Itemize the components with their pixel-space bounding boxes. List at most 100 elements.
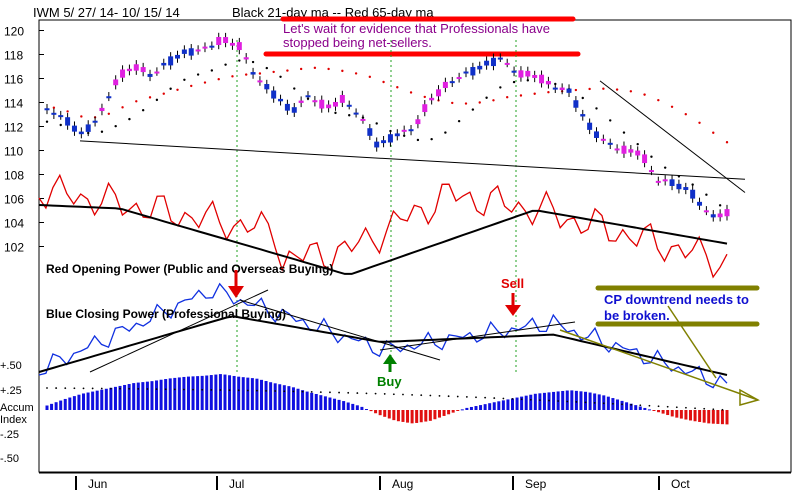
accum-ma-dot — [685, 406, 687, 409]
accum-tick-label: +.25 — [0, 385, 22, 397]
accum-bar — [625, 402, 629, 410]
accum-ma-dot — [64, 387, 67, 390]
price-bar — [120, 69, 126, 78]
accum-ma-dot — [137, 388, 140, 390]
price-bar — [545, 81, 551, 85]
ma65-dot — [327, 67, 330, 71]
cp-downtrend-arrowhead — [739, 388, 760, 406]
accum-bar — [141, 382, 145, 410]
accum-ma-dot — [456, 395, 459, 398]
ma21-dot — [471, 108, 475, 111]
accum-bar — [447, 410, 451, 415]
price-bar — [161, 62, 167, 66]
accum-bar — [301, 390, 305, 410]
ma65-dot — [368, 75, 372, 79]
accum-ma-dot — [201, 388, 204, 391]
ma21-dot — [293, 87, 296, 90]
ma65-dot — [286, 69, 289, 72]
ma21-dot — [100, 130, 104, 133]
accum-bar — [123, 384, 127, 410]
ma65-dot — [629, 90, 633, 93]
accum-bar — [657, 410, 661, 413]
accum-ma-dot — [164, 388, 167, 391]
ma21-dot — [141, 109, 145, 112]
ma65-dot — [615, 88, 619, 91]
y-tick-label: 102 — [4, 241, 24, 255]
buy-label: Buy — [377, 374, 402, 389]
accum-bar — [406, 410, 410, 423]
accum-bar — [460, 409, 464, 411]
accum-bar — [693, 410, 697, 422]
price-bar — [113, 79, 119, 86]
price-bar — [490, 57, 496, 67]
accum-bar — [716, 410, 720, 424]
ma21-dot — [609, 119, 612, 122]
ma65-dot — [135, 100, 138, 103]
x-tick-label: Aug — [392, 477, 413, 491]
ma21-dot — [59, 123, 62, 127]
ma65-dot — [217, 78, 220, 81]
accum-bar — [679, 410, 683, 419]
cp-annot-line-1: CP downtrend needs to — [604, 292, 749, 307]
accum-ma-dot — [319, 391, 322, 393]
price-y-axis: 120 118 116 114 112 110 108 106 104 102 — [4, 25, 44, 255]
price-bar — [319, 99, 325, 109]
ma65-dot — [698, 121, 701, 124]
price-bar — [175, 54, 181, 59]
price-bar — [140, 67, 146, 73]
price-bar — [394, 133, 400, 137]
accum-bar — [113, 386, 117, 410]
ma65-dot — [588, 87, 591, 91]
price-bar — [209, 45, 215, 48]
accum-bar — [310, 392, 314, 410]
price-bar — [662, 179, 668, 182]
ma21-dot — [334, 111, 337, 115]
ma65-dot — [547, 91, 550, 94]
price-bar — [168, 56, 174, 66]
price-bar — [305, 95, 311, 98]
ma65-dot — [602, 87, 605, 90]
accum-bar — [374, 410, 378, 414]
accum-bar — [574, 390, 578, 410]
y-tick-label: 110 — [4, 145, 23, 159]
ma21-dot — [196, 73, 200, 76]
accum-ma-dot — [274, 390, 277, 392]
price-bar — [264, 84, 270, 90]
accum-bar — [355, 405, 359, 410]
accum-bar — [296, 388, 300, 410]
accum-bar — [333, 398, 337, 410]
accum-bar — [606, 396, 610, 410]
y-tick-label: 114 — [4, 97, 23, 111]
ma65-dot — [148, 96, 152, 99]
price-resistance-line — [599, 80, 746, 193]
price-bar — [65, 117, 71, 126]
opening-power-panel — [38, 173, 728, 279]
price-bar — [607, 142, 613, 145]
accum-ma-dot — [538, 399, 541, 402]
price-bar — [133, 64, 139, 71]
ma21-dot — [705, 193, 708, 196]
accum-bar — [246, 377, 250, 410]
accum-tick-label: -.50 — [0, 453, 19, 465]
y-tick-label: 106 — [4, 193, 24, 207]
ma65-dot — [657, 98, 660, 102]
annotation-line-2: stopped being net-sellers. — [283, 35, 432, 50]
ma65-dot — [244, 73, 248, 76]
x-axis-months: Jun Jul Aug Sep Oct — [75, 476, 690, 491]
price-bar — [621, 145, 627, 154]
ma65-dot — [643, 93, 646, 96]
accum-ma-dot — [447, 395, 450, 398]
accum-bar — [396, 410, 400, 422]
ma21-dot — [663, 166, 667, 169]
accum-tick-label: Index — [0, 414, 27, 426]
price-bar — [442, 81, 448, 88]
accum-bar — [323, 396, 327, 410]
accum-ma-dot — [383, 393, 386, 395]
ma65-dot — [121, 106, 124, 109]
accum-bar — [82, 393, 86, 410]
accum-bar — [360, 406, 364, 410]
opening-power-label: Red Opening Power (Public and Overseas B… — [46, 262, 333, 276]
accum-bar — [273, 383, 277, 410]
accum-bar — [200, 375, 204, 410]
accum-ma-dot — [548, 399, 550, 402]
